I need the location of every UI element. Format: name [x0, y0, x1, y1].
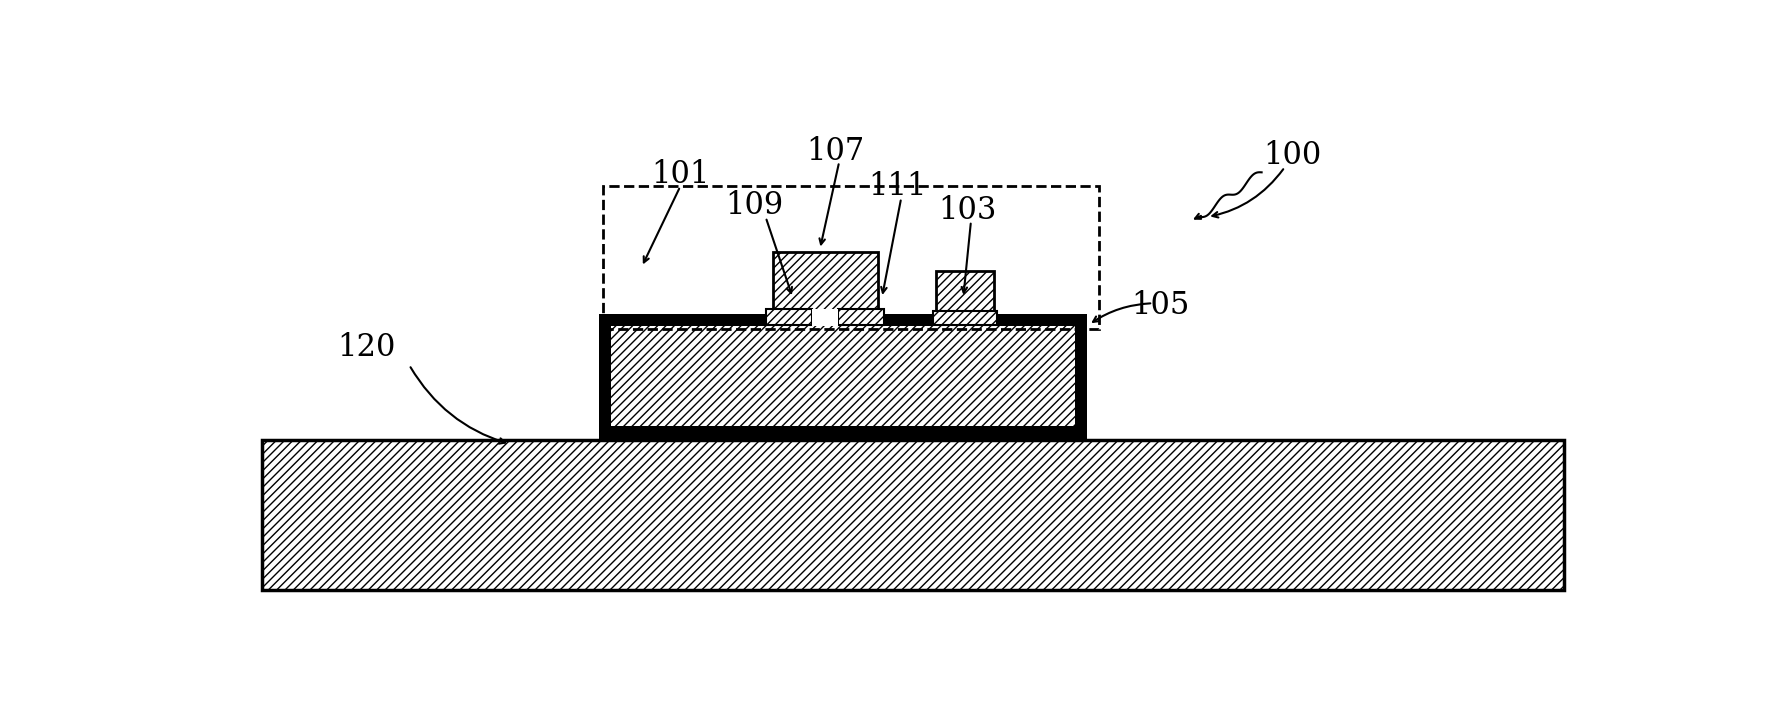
Bar [603, 321, 1083, 437]
Bar [934, 311, 998, 325]
Bar [262, 440, 1564, 590]
Bar [837, 309, 884, 325]
Bar [766, 309, 812, 325]
Text: 100: 100 [1264, 140, 1321, 171]
Bar [600, 314, 1087, 326]
Text: 101: 101 [652, 159, 710, 190]
Bar [935, 271, 994, 314]
Text: 107: 107 [807, 136, 864, 167]
Bar [773, 252, 878, 314]
Text: 105: 105 [1132, 290, 1191, 321]
Text: 120: 120 [337, 332, 396, 363]
Text: 109: 109 [725, 190, 784, 221]
Text: 111: 111 [868, 171, 926, 202]
Bar [603, 186, 1100, 328]
Bar [812, 309, 837, 326]
Bar [600, 314, 612, 439]
Bar [600, 427, 1087, 439]
Text: 103: 103 [937, 196, 996, 226]
Bar [1075, 314, 1087, 439]
